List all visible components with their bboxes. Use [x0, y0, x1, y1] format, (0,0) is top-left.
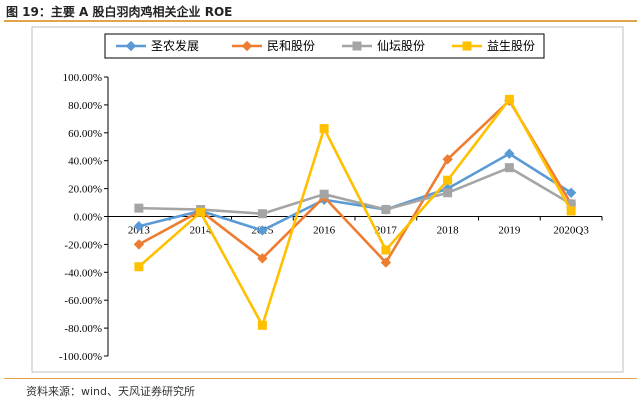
x-category-label: 2014	[190, 225, 213, 237]
data-point	[443, 188, 453, 198]
x-category-label: 2017	[375, 225, 398, 237]
y-tick-label: -100.00%	[59, 351, 102, 363]
y-axis: 100.00% 80.00% 60.00% 40.00% 20.00% 0.00% -20.…	[59, 72, 109, 363]
series-line	[138, 166, 572, 216]
x-category-label: 2018	[437, 225, 460, 237]
y-tick-label: 40.00%	[68, 156, 102, 168]
y-tick-label: 0.00%	[74, 212, 102, 224]
data-point	[381, 245, 391, 255]
data-point	[257, 320, 267, 330]
data-point	[504, 163, 514, 173]
data-point	[504, 148, 515, 159]
y-tick-label: 100.00%	[63, 72, 102, 84]
footer-divider	[4, 378, 637, 379]
x-category-label: 2019	[498, 225, 521, 237]
chart-legend: 圣农发展 民和股份 仙坛股份 益生股份	[104, 33, 545, 59]
figure-title: 图 19：主要 A 股白羽肉鸡相关企业 ROE	[6, 5, 233, 19]
data-point	[133, 239, 145, 250]
data-point	[462, 41, 472, 51]
y-tick-label: -80.00%	[64, 323, 102, 335]
y-tick-label: -40.00%	[64, 267, 102, 279]
data-point	[352, 41, 362, 51]
data-point	[257, 225, 268, 236]
data-point	[134, 203, 144, 213]
x-category-label: 2020Q3	[553, 225, 589, 237]
y-tick-label: 20.00%	[68, 184, 102, 196]
data-point	[257, 209, 267, 219]
data-point	[566, 206, 576, 216]
y-tick-label: 80.00%	[68, 100, 102, 112]
source-note: 资料来源：wind、天风证券研究所	[26, 385, 196, 398]
y-tick-label: 60.00%	[68, 128, 102, 140]
data-point	[442, 154, 453, 165]
legend-item: 益生股份	[452, 39, 535, 53]
x-category-label: 2016	[313, 225, 336, 237]
data-point	[443, 175, 453, 185]
legend-label: 圣农发展	[151, 38, 199, 53]
data-point	[381, 205, 391, 215]
data-point	[319, 189, 329, 199]
chart-frame	[31, 26, 624, 373]
data-point	[380, 257, 392, 268]
legend-label: 民和股份	[267, 39, 315, 53]
series-line	[138, 98, 573, 327]
data-point	[134, 262, 144, 272]
series-1	[133, 95, 577, 268]
data-point	[133, 221, 145, 232]
legend-label: 仙坛股份	[377, 39, 425, 53]
y-tick-label: -20.00%	[64, 239, 102, 251]
data-point	[241, 40, 253, 52]
data-point	[504, 94, 514, 104]
legend-item: 民和股份	[232, 39, 315, 53]
y-tick-label: -60.00%	[64, 295, 102, 307]
data-point	[257, 253, 268, 264]
series-3	[134, 94, 576, 330]
data-point	[565, 187, 577, 198]
data-point	[319, 124, 329, 134]
series-layer	[133, 94, 577, 330]
legend-label: 益生股份	[487, 39, 535, 53]
legend-item: 仙坛股份	[342, 39, 425, 53]
series-line	[138, 99, 573, 264]
legend-item: 圣农发展	[116, 38, 199, 53]
title-divider	[4, 20, 637, 22]
data-point	[196, 207, 206, 217]
series-line	[138, 152, 572, 232]
data-point	[125, 40, 137, 52]
